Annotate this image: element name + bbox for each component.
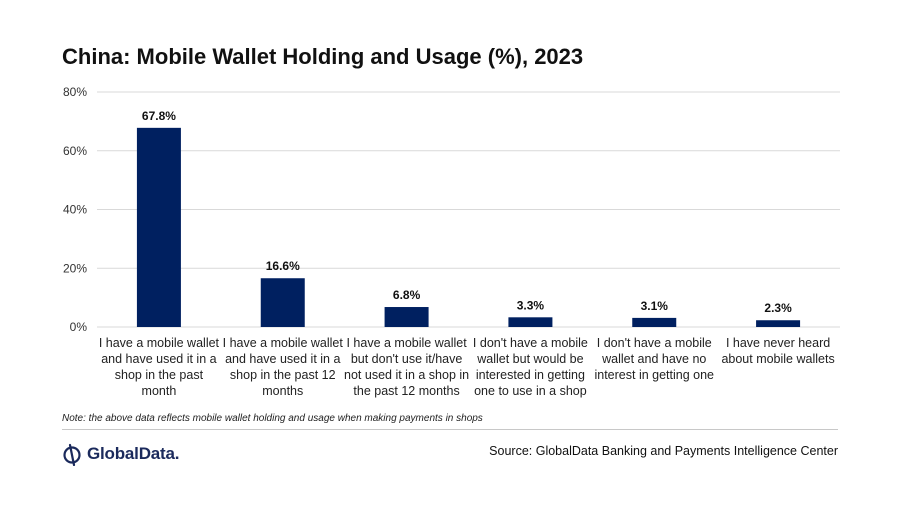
bar <box>632 317 677 327</box>
category-label: I don't have a mobile wallet and have no i… <box>594 336 714 382</box>
y-tick-label: 40% <box>63 203 87 217</box>
category-label-line: I have never heard <box>726 336 830 350</box>
data-label: 6.8% <box>393 288 421 302</box>
category-label-line: about mobile wallets <box>721 352 834 366</box>
category-label-line: shop in the past <box>115 368 204 382</box>
globaldata-logo-icon <box>63 443 81 466</box>
category-label: I don't have a mobile wallet but would be… <box>473 336 588 398</box>
category-label-line: not used it in a shop in <box>344 368 469 382</box>
category-label-line: I don't have a mobile <box>473 336 588 350</box>
category-label-line: wallet but would be <box>476 352 583 366</box>
bar <box>260 278 305 327</box>
logo-text: GlobalData. <box>87 444 180 463</box>
category-label-line: months <box>262 384 303 398</box>
footnote: Note: the above data reflects mobile wal… <box>62 413 483 424</box>
bar <box>756 320 801 327</box>
category-label-line: I have a mobile wallet <box>346 336 467 350</box>
category-label: I have a mobile wallet and have used it i… <box>223 336 344 398</box>
category-label-line: interest in getting one <box>594 368 714 382</box>
category-label-line: interested in getting <box>476 368 585 382</box>
category-label-line: I don't have a mobile <box>597 336 712 350</box>
category-label-line: wallet and have no <box>601 352 706 366</box>
globaldata-logo: GlobalData. <box>62 441 179 467</box>
bar <box>136 127 181 328</box>
category-label: I have a mobile wallet but don't use it/h… <box>344 336 469 398</box>
source-text: Source: GlobalData Banking and Payments … <box>489 444 838 458</box>
category-label: I have never heard about mobile wallets <box>721 336 834 366</box>
y-tick-label: 80% <box>63 85 87 99</box>
data-label: 3.1% <box>641 299 669 313</box>
bar <box>384 307 429 327</box>
category-label-line: I have a mobile wallet <box>223 336 344 350</box>
y-tick-label: 20% <box>63 261 87 275</box>
category-label-line: and have used it in a <box>101 352 216 366</box>
category-label-line: the past 12 months <box>353 384 459 398</box>
category-label-line: one to use in a shop <box>474 384 587 398</box>
category-label-line: month <box>142 384 177 398</box>
data-label: 3.3% <box>517 298 545 312</box>
bar-chart: 0% 20% 40% 60% 80% 67.8% I have a mobile walle… <box>63 85 840 398</box>
divider <box>62 429 838 430</box>
category-label-line: shop in the past 12 <box>230 368 336 382</box>
page-title: China: Mobile Wallet Holding and Usage (… <box>62 44 584 69</box>
category-label: I have a mobile wallet and have used it i… <box>99 336 220 398</box>
category-label-line: but don't use it/have <box>351 352 463 366</box>
data-label: 16.6% <box>266 259 300 273</box>
category-label-line: I have a mobile wallet <box>99 336 220 350</box>
category-label-line: and have used it in a <box>225 352 340 366</box>
y-tick-label: 60% <box>63 144 87 158</box>
data-label: 2.3% <box>764 301 792 315</box>
bar <box>508 317 553 327</box>
data-label: 67.8% <box>142 109 176 123</box>
y-tick-label: 0% <box>70 320 88 334</box>
